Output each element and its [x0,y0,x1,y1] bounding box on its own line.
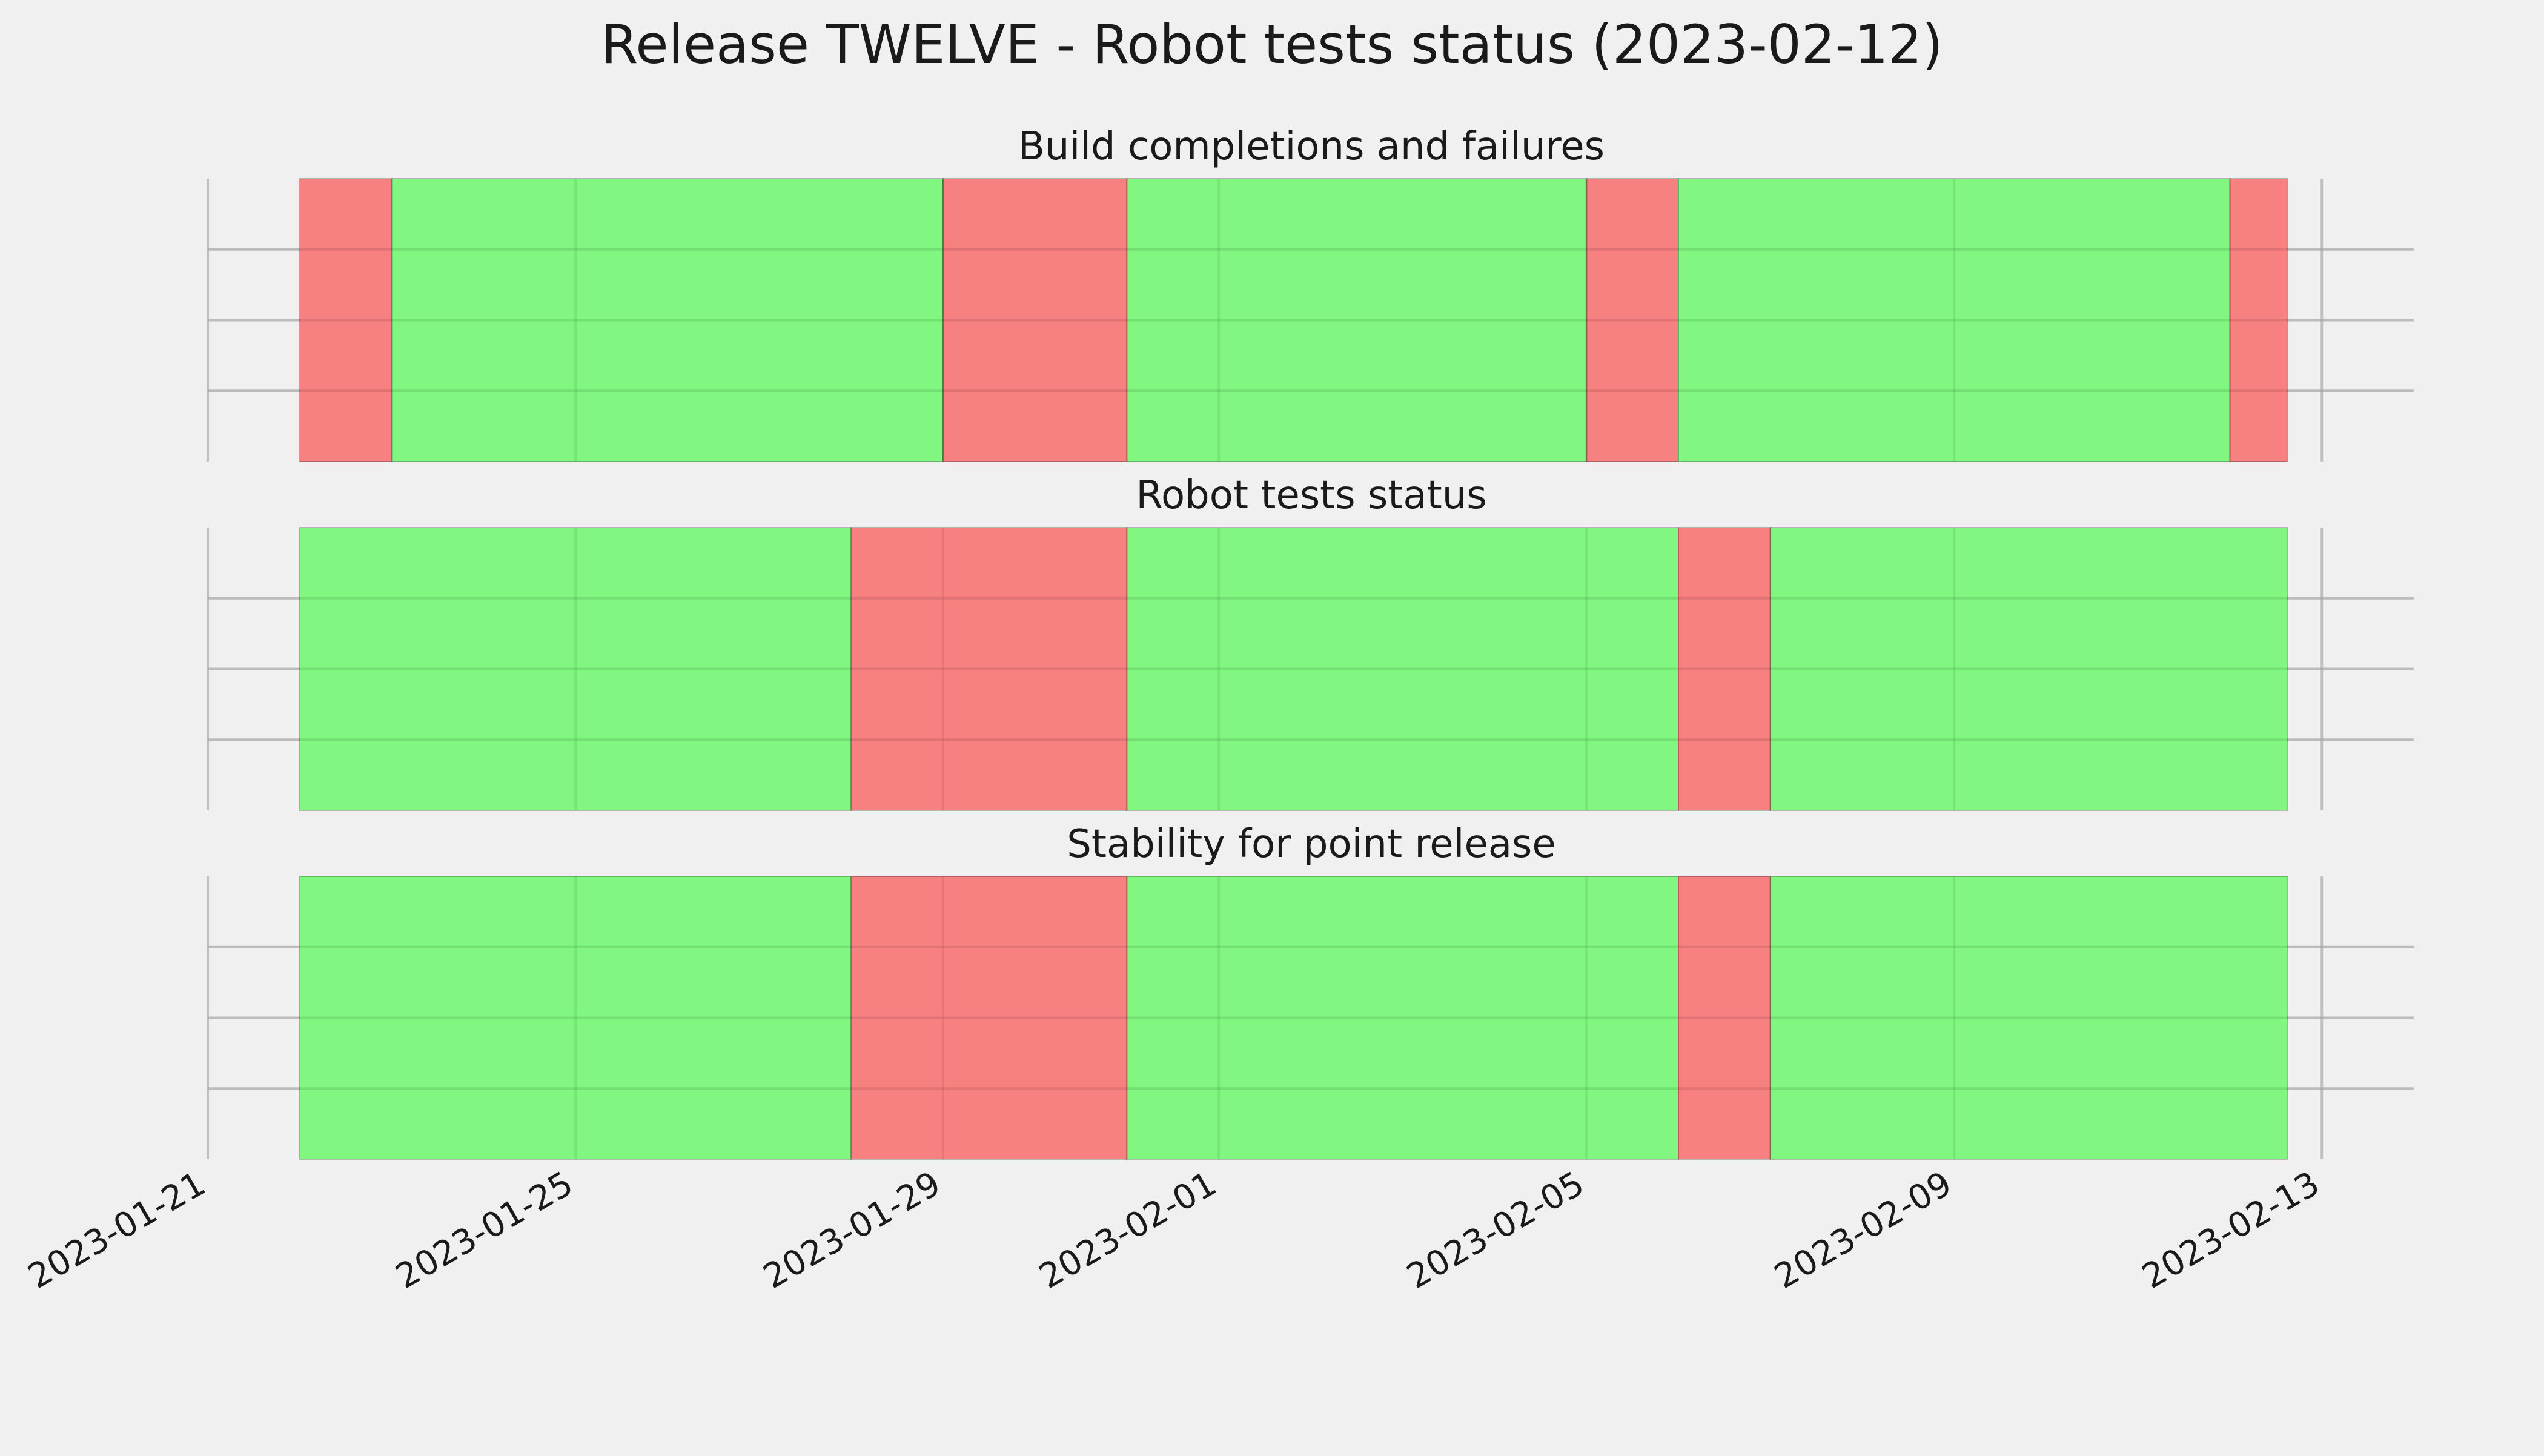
status-segment-pass [1126,876,1679,1160]
panel-title: Build completions and failures [1018,124,1605,169]
status-segment-pass [1769,876,2288,1160]
status-segment-pass [1769,527,2288,811]
x-tick-label: 2023-02-05 [1400,1164,1591,1297]
x-tick-label: 2023-02-01 [1033,1164,1223,1297]
status-segment-fail [1586,178,1679,462]
status-segment-fail [850,876,1128,1160]
x-tick-label: 2023-02-09 [1768,1164,1958,1297]
x-tick-label: 2023-01-21 [22,1164,212,1297]
status-segment-fail [1678,876,1771,1160]
status-segment-fail [2229,178,2288,462]
chart-title: Release TWELVE - Robot tests status (202… [601,13,1943,76]
status-segment-pass [299,876,852,1160]
status-segment-pass [1126,178,1588,462]
status-segment-pass [391,178,944,462]
x-tick-label: 2023-01-25 [389,1164,580,1297]
status-segment-fail [942,178,1128,462]
panel-title: Robot tests status [1136,473,1486,518]
status-segment-pass [299,527,852,811]
status-segment-pass [1678,178,2231,462]
status-segment-pass [1126,527,1679,811]
x-tick-label: 2023-02-13 [2136,1164,2326,1297]
panel-title: Stability for point release [1067,822,1556,867]
x-tick-label: 2023-01-29 [757,1164,947,1297]
